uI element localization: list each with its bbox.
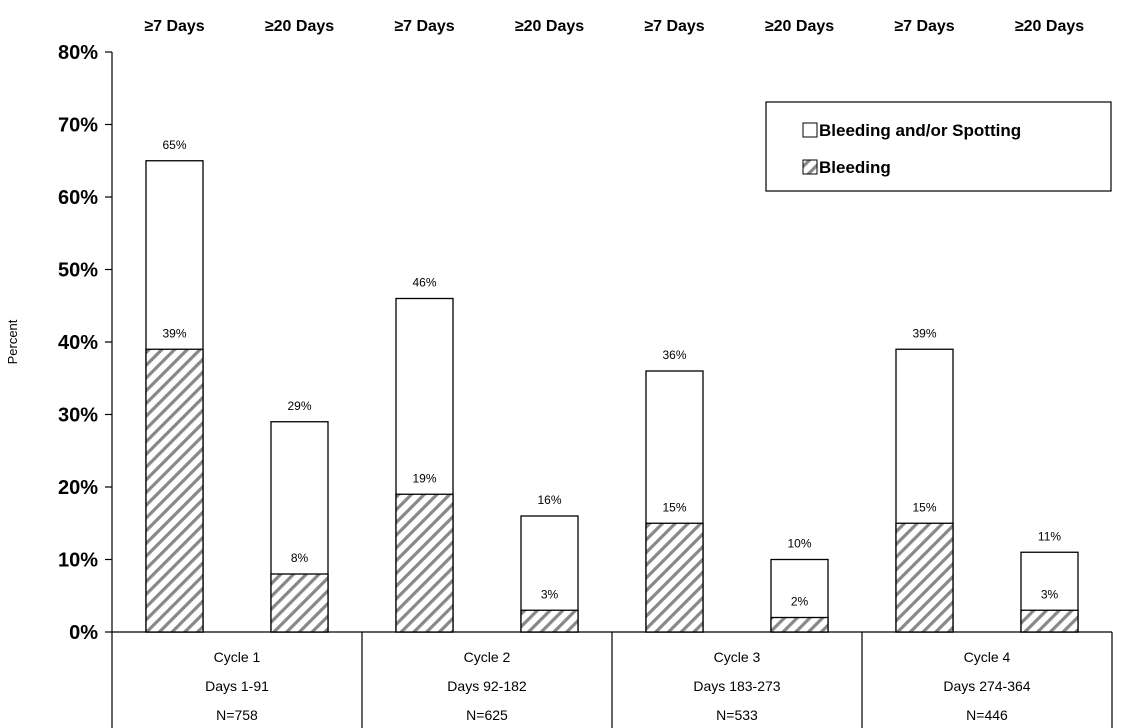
- data-label-total: 10%: [787, 537, 811, 551]
- data-label-total: 36%: [662, 348, 686, 362]
- category-label: Cycle 4: [964, 649, 1011, 665]
- data-label-bleeding: 3%: [1041, 587, 1059, 601]
- legend-label-bleeding: Bleeding: [819, 158, 891, 177]
- bar-bleeding: [895, 522, 954, 633]
- category-label: N=625: [466, 707, 508, 723]
- category-label: Days 1-91: [205, 678, 269, 694]
- y-tick-label: 20%: [58, 477, 98, 499]
- data-label-total: 65%: [162, 138, 186, 152]
- category-label: Cycle 1: [214, 649, 261, 665]
- data-label-bleeding: 15%: [662, 500, 686, 514]
- bar-bleeding: [145, 348, 204, 633]
- data-label-bleeding: 8%: [291, 551, 309, 565]
- category-label: Cycle 3: [714, 649, 761, 665]
- legend-label-bleeding-or-spotting: Bleeding and/or Spotting: [819, 121, 1021, 140]
- category-label: N=533: [716, 707, 758, 723]
- data-label-bleeding: 15%: [912, 500, 936, 514]
- bar-bleeding: [645, 522, 704, 633]
- data-label-total: 11%: [1038, 529, 1061, 543]
- data-label-total: 16%: [537, 493, 561, 507]
- y-tick-label: 0%: [69, 622, 98, 644]
- data-label-bleeding: 3%: [541, 587, 559, 601]
- y-tick-label: 50%: [58, 260, 98, 282]
- category-label: Days 183-273: [693, 678, 780, 694]
- category-label: Days 274-364: [943, 678, 1030, 694]
- y-tick-label: 60%: [58, 187, 98, 209]
- data-label-bleeding: 39%: [162, 326, 186, 340]
- top-header-label: ≥7 Days: [394, 18, 454, 35]
- y-tick-label: 70%: [58, 115, 98, 137]
- category-label: Cycle 2: [464, 649, 511, 665]
- bar-bleeding: [520, 609, 579, 633]
- y-tick-label: 80%: [58, 42, 98, 64]
- bar-bleeding: [395, 493, 454, 633]
- data-label-bleeding: 19%: [412, 471, 436, 485]
- y-axis-title: Percent: [5, 319, 20, 364]
- bar-bleeding: [270, 573, 329, 633]
- bar-bleeding: [770, 616, 829, 633]
- data-label-total: 29%: [287, 399, 311, 413]
- y-tick-label: 10%: [58, 550, 98, 572]
- y-tick-label: 40%: [58, 332, 98, 354]
- legend-swatch-bleeding: [802, 159, 818, 175]
- top-header-label: ≥20 Days: [765, 18, 834, 35]
- top-header-label: ≥7 Days: [144, 18, 204, 35]
- data-label-total: 39%: [912, 326, 936, 340]
- data-label-bleeding: 2%: [791, 595, 809, 609]
- top-header-label: ≥20 Days: [515, 18, 584, 35]
- top-header-label: ≥20 Days: [265, 18, 334, 35]
- top-header-label: ≥7 Days: [644, 18, 704, 35]
- category-label: N=446: [966, 707, 1008, 723]
- legend-swatch-bleeding-or-spotting: [802, 122, 818, 138]
- data-label-total: 46%: [412, 276, 436, 290]
- legend-box: [765, 101, 1112, 192]
- category-label: N=758: [216, 707, 258, 723]
- category-label: Days 92-182: [447, 678, 527, 694]
- top-header-label: ≥7 Days: [894, 18, 954, 35]
- bar-bleeding: [1020, 609, 1079, 633]
- y-tick-label: 30%: [58, 405, 98, 427]
- top-header-label: ≥20 Days: [1015, 18, 1084, 35]
